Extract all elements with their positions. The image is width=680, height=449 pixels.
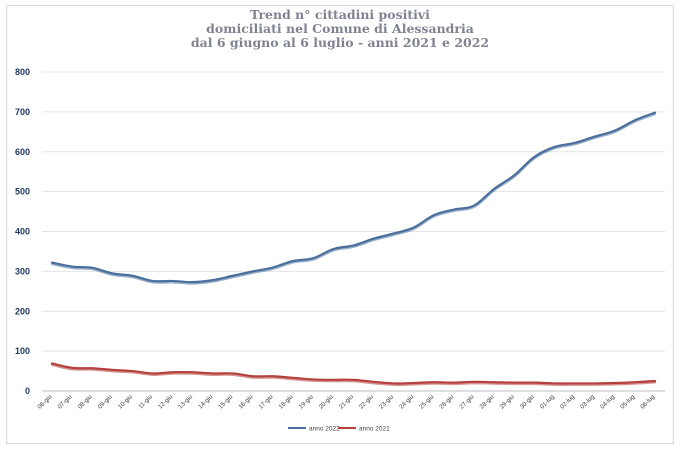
x-tick-label: 29-giu xyxy=(499,393,517,411)
gridlines xyxy=(42,71,665,392)
x-tick-label: 05-lug xyxy=(619,393,637,411)
x-tick-label: 15-giu xyxy=(217,393,235,411)
series-line-0 xyxy=(50,111,657,284)
x-tick-label: 27-giu xyxy=(458,393,476,411)
x-tick-label: 24-giu xyxy=(398,393,416,411)
x-tick-label: 20-giu xyxy=(318,393,336,411)
x-tick-label: 30-giu xyxy=(519,393,537,411)
y-tick-label: 100 xyxy=(15,346,30,356)
y-tick-label: 400 xyxy=(15,227,30,237)
x-tick-label: 19-giu xyxy=(298,393,316,411)
y-tick-label: 800 xyxy=(15,67,30,77)
x-tick-label: 03-lug xyxy=(579,393,597,411)
x-tick-label: 08-giu xyxy=(77,393,95,411)
legend-label: anno 2021 xyxy=(359,425,390,432)
x-tick-label: 01-lug xyxy=(539,393,557,411)
x-tick-label: 13-giu xyxy=(177,393,195,411)
chart-title: Trend n° cittadini positivi domiciliati … xyxy=(0,8,680,50)
x-tick-label: 25-giu xyxy=(418,393,436,411)
x-tick-label: 26-giu xyxy=(438,393,456,411)
y-tick-label: 300 xyxy=(15,266,30,276)
legend-label: anno 2022 xyxy=(309,425,340,432)
series-shadow xyxy=(50,363,657,386)
x-tick-label: 23-giu xyxy=(378,393,396,411)
y-tick-label: 700 xyxy=(15,107,30,117)
x-tick-label: 02-lug xyxy=(559,393,577,411)
chart-title-line-3: dal 6 giugno al 6 luglio - anni 2021 e 2… xyxy=(190,35,490,50)
x-tick-label: 10-giu xyxy=(117,393,135,411)
x-tick-label: 16-giu xyxy=(237,393,255,411)
x-tick-label: 28-giu xyxy=(478,393,496,411)
series-line-1 xyxy=(50,362,657,385)
x-tick-label: 06-giu xyxy=(36,393,54,411)
x-tick-label: 17-giu xyxy=(257,393,275,411)
y-tick-label: 0 xyxy=(25,386,30,396)
x-tick-label: 12-giu xyxy=(157,393,175,411)
x-tick-label: 07-giu xyxy=(56,393,74,411)
y-tick-label: 500 xyxy=(15,187,30,197)
x-tick-label: 09-giu xyxy=(97,393,115,411)
x-tick-label: 06-lug xyxy=(639,393,657,411)
chart-title-line-2: domiciliati nel Comune di Alessandria xyxy=(206,21,474,36)
x-tick-label: 14-giu xyxy=(197,393,215,411)
series-shadow xyxy=(50,112,657,285)
x-tick-label: 18-giu xyxy=(278,393,296,411)
y-tick-label: 200 xyxy=(15,306,30,316)
chart-title-line-1: Trend n° cittadini positivi xyxy=(250,7,430,22)
y-tick-label: 600 xyxy=(15,147,30,157)
x-tick-label: 22-giu xyxy=(358,393,376,411)
y-axis-ticks: 0 100 200 300 400 500 600 700 800 xyxy=(15,67,30,396)
series-lines xyxy=(50,111,657,386)
legend: anno 2022 anno 2021 xyxy=(288,425,390,432)
x-axis-ticks: 06-giu 07-giu 08-giu 09-giu 10-giu 11-giu 12-g… xyxy=(36,393,656,411)
x-tick-label: 11-giu xyxy=(137,393,154,410)
x-tick-label: 21-giu xyxy=(338,393,356,411)
x-tick-label: 04-lug xyxy=(599,393,617,411)
